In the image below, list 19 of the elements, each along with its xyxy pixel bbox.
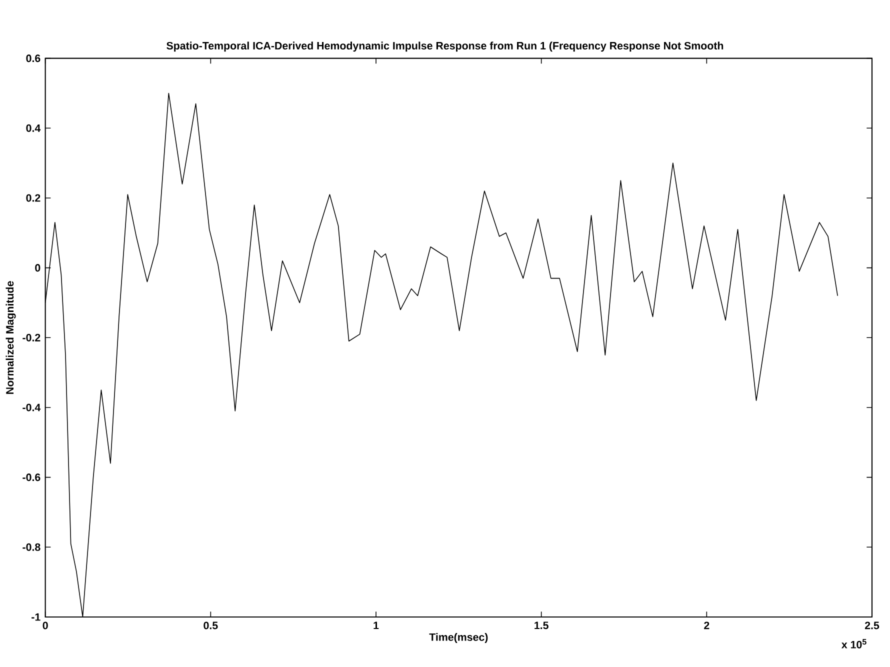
x-axis-title: Time(msec) [429,633,488,644]
y-tick-label: 0.4 [26,124,41,132]
y-tick-label: -0.2 [22,334,40,342]
x-tick-label: 0.5 [204,622,218,630]
y-tick-label: 0.6 [26,54,40,62]
y-tick-label: 0.2 [26,194,40,202]
y-tick-label: -0.8 [22,543,40,551]
y-tick-label: -1 [32,613,40,621]
y-tick-label: -0.4 [22,404,41,412]
text: x 10$^{5}$ [841,639,866,648]
y-tick-label: 0 [35,264,40,272]
y-tick-label: -0.6 [22,474,40,482]
x-tick-label: 2.5 [864,622,880,630]
y-axis-title: Normalized Magnitude [6,281,16,394]
chart-title: Spatio-Temporal ICA-Derived Hemodynamic Impulse Response from Run 1 (Frequency Response Not Smooth [166,42,724,52]
x-tick-label: 0 [42,622,48,630]
x-tick-label: 1 [374,622,379,630]
x-tick-label: 1.5 [534,622,548,630]
x-tick-label: 2 [704,622,710,630]
